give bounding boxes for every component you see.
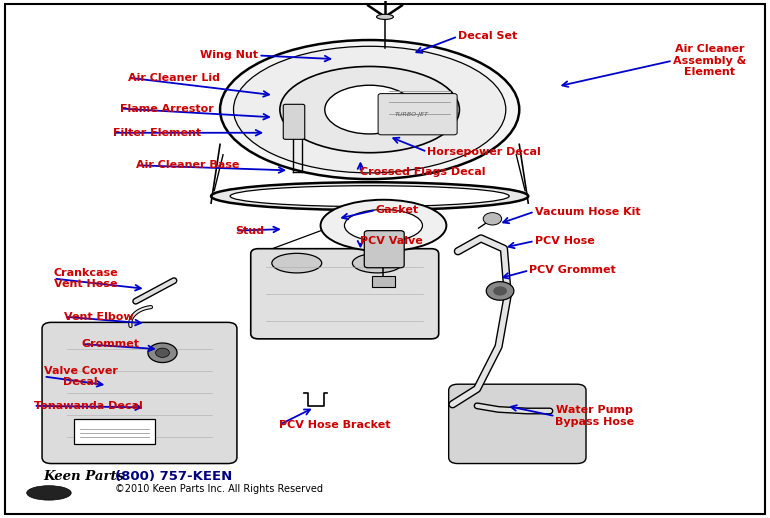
Text: Gasket: Gasket: [376, 205, 419, 215]
Text: Valve Cover
Decal: Valve Cover Decal: [44, 366, 118, 387]
Text: (800) 757-KEEN: (800) 757-KEEN: [115, 469, 233, 482]
Text: PCV Hose Bracket: PCV Hose Bracket: [279, 420, 390, 430]
Circle shape: [484, 212, 501, 225]
Text: Horsepower Decal: Horsepower Decal: [427, 147, 541, 157]
Text: Vent Elbow: Vent Elbow: [65, 312, 134, 322]
FancyBboxPatch shape: [372, 276, 395, 287]
FancyBboxPatch shape: [449, 384, 586, 464]
Ellipse shape: [230, 186, 509, 207]
Ellipse shape: [211, 182, 528, 210]
Text: PCV Grommet: PCV Grommet: [529, 265, 616, 276]
FancyBboxPatch shape: [283, 104, 305, 139]
Ellipse shape: [320, 200, 447, 251]
Circle shape: [156, 348, 169, 357]
Ellipse shape: [233, 46, 506, 173]
Ellipse shape: [280, 66, 460, 153]
Text: PCV Hose: PCV Hose: [534, 236, 594, 246]
Text: Tonawanda Decal: Tonawanda Decal: [34, 401, 142, 411]
Text: Crossed Flags Decal: Crossed Flags Decal: [360, 167, 486, 178]
Text: PCV Valve: PCV Valve: [360, 236, 424, 246]
Text: Air Cleaner Base: Air Cleaner Base: [136, 160, 239, 170]
Text: TURBO-JET: TURBO-JET: [395, 112, 429, 117]
Text: Flame Arrestor: Flame Arrestor: [120, 104, 214, 113]
FancyBboxPatch shape: [42, 322, 237, 464]
Circle shape: [493, 286, 507, 296]
Ellipse shape: [377, 15, 393, 19]
Text: Vacuum Hose Kit: Vacuum Hose Kit: [534, 207, 640, 217]
Text: Water Pump
Bypass Hose: Water Pump Bypass Hose: [555, 406, 634, 427]
Text: Decal Set: Decal Set: [458, 32, 517, 41]
Text: Air Cleaner
Assembly &
Element: Air Cleaner Assembly & Element: [673, 44, 746, 77]
Ellipse shape: [344, 210, 423, 241]
FancyBboxPatch shape: [364, 231, 404, 268]
Text: ©2010 Keen Parts Inc. All Rights Reserved: ©2010 Keen Parts Inc. All Rights Reserve…: [115, 484, 323, 494]
Ellipse shape: [220, 40, 519, 179]
Circle shape: [148, 343, 177, 363]
Text: Wing Nut: Wing Nut: [200, 50, 259, 61]
Text: Stud: Stud: [236, 226, 264, 236]
Text: Grommet: Grommet: [82, 339, 140, 349]
Ellipse shape: [27, 486, 71, 500]
Text: Filter Element: Filter Element: [112, 128, 201, 138]
FancyBboxPatch shape: [251, 249, 439, 339]
Ellipse shape: [325, 85, 414, 134]
Text: Crankcase
Vent Hose: Crankcase Vent Hose: [54, 268, 118, 290]
Ellipse shape: [272, 253, 322, 273]
Circle shape: [487, 282, 514, 300]
FancyBboxPatch shape: [378, 94, 457, 135]
Text: Air Cleaner Lid: Air Cleaner Lid: [128, 73, 220, 83]
Bar: [74, 419, 155, 444]
Ellipse shape: [353, 253, 402, 273]
Text: Keen Parts: Keen Parts: [44, 469, 125, 482]
